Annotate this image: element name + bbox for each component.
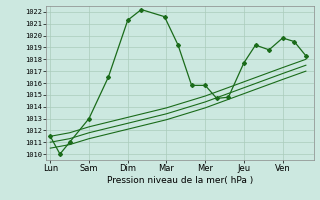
X-axis label: Pression niveau de la mer( hPa ): Pression niveau de la mer( hPa )	[107, 176, 253, 185]
